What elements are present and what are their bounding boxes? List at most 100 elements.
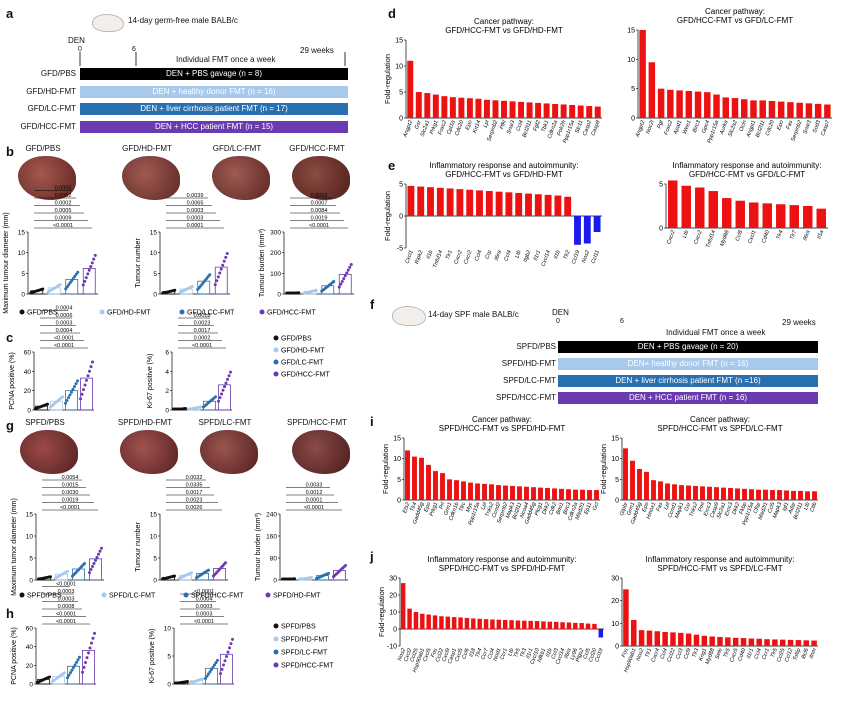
group-bar: DEN + liver cirrhosis patient FMT (n = 1…	[80, 103, 348, 115]
data-point	[208, 670, 212, 674]
y-tick-label: 5	[153, 556, 157, 563]
category-label: Fos	[621, 647, 630, 658]
data-point	[67, 396, 70, 400]
y-axis-label: Tumour number	[135, 522, 142, 572]
y-axis-label: Tumour burden (mm³)	[255, 513, 262, 581]
p-value: 0.0004	[56, 328, 73, 334]
legend-marker	[273, 662, 279, 668]
y-tick-label: 15	[26, 512, 34, 519]
category-label: Fgf2	[533, 120, 542, 132]
bar	[623, 589, 629, 646]
data-point	[210, 667, 213, 671]
category-label: Ccl3	[551, 647, 561, 660]
group-name: GFD/LC-FMT	[27, 104, 76, 113]
data-point	[75, 660, 78, 664]
p-value: 0.0004	[56, 306, 73, 312]
category-label: Dkk2	[541, 502, 551, 516]
legend-label: GFD/LCC-FMT	[187, 310, 235, 317]
category-label: Mapk1	[674, 502, 685, 520]
bar	[573, 489, 578, 500]
data-point	[314, 288, 318, 292]
chart-subtitle: SPFD/HCC-FMT vs SPFD/HD-FMT	[439, 564, 566, 573]
panel-a: 14-day germ-free male BALB/c DEN 0 6 29 …	[0, 0, 360, 140]
liver-photo	[20, 430, 78, 474]
category-label: Krt14	[472, 120, 482, 134]
p-value: 0.0012	[306, 490, 323, 496]
bar	[668, 180, 678, 228]
data-point	[65, 285, 69, 289]
group-name: SPFD/LC-FMT	[503, 376, 556, 385]
photo-label: GFD/PBS	[25, 144, 61, 153]
panel-label-d: d	[388, 6, 396, 21]
data-point	[221, 388, 225, 392]
data-point	[89, 365, 93, 369]
group-n: (n = 16)	[720, 359, 749, 368]
bar	[407, 608, 412, 629]
bar	[476, 190, 483, 216]
y-axis-label: Fold-regulation	[377, 587, 386, 637]
category-label: Cxcl1	[747, 230, 757, 245]
category-label: Ccl11	[591, 250, 601, 265]
panel-f: 14-day SPF male BALB/c DEN 0 6 29 weeks …	[370, 296, 850, 408]
p-value: 0.0023	[186, 498, 203, 504]
data-point	[73, 663, 77, 667]
category-label: Casp9	[709, 502, 720, 519]
p-value: 0.0019	[62, 498, 79, 504]
category-label: Aurka	[719, 120, 730, 136]
y-tick-label: 10	[627, 57, 635, 64]
bar	[693, 485, 698, 500]
photo-label: GFD/HD-FMT	[122, 144, 172, 153]
data-point	[217, 399, 220, 403]
data-point	[88, 369, 91, 373]
p-value: 0.0026	[186, 505, 203, 511]
bar	[796, 102, 803, 118]
category-label: Tlr2	[563, 250, 572, 261]
y-tick-label: 0	[153, 292, 157, 299]
bar	[646, 630, 653, 646]
category-label: Hmox1	[646, 502, 658, 520]
y-tick-label: 0	[29, 578, 33, 585]
category-label: Ifnm	[809, 647, 818, 659]
bar	[413, 612, 419, 629]
category-label: Bcl2l11	[512, 502, 524, 521]
data-point	[208, 273, 212, 277]
data-point	[64, 287, 68, 291]
y-axis-label: Tumour number	[135, 238, 142, 288]
chart-title: Inflammatory response and autoimmunity:	[430, 161, 579, 170]
y-axis-label: Maximum tumor diameter (mm)	[11, 498, 18, 596]
p-value: <0.0001	[56, 619, 76, 625]
p-value: 0.0006	[56, 313, 73, 319]
data-point	[327, 571, 330, 575]
y-tick-label: 30	[389, 576, 397, 583]
category-label: Tlr4	[776, 230, 785, 241]
data-point	[83, 561, 86, 565]
category-label: Il6ra	[802, 230, 811, 242]
bar	[762, 203, 772, 228]
data-point	[205, 674, 209, 678]
y-tick-label: 5	[399, 90, 403, 97]
p-value: <0.0001	[54, 343, 74, 349]
category-label: Angpt2	[402, 120, 414, 139]
y-tick-label: 240	[266, 512, 277, 519]
data-point	[93, 253, 97, 257]
bar-charts-layer: Cancer pathway:GFD/HCC-FMT vs GFD/HD-FMT…	[377, 7, 832, 673]
liver-photo	[292, 430, 350, 474]
y-tick-label: 5	[21, 271, 25, 278]
bar	[464, 617, 470, 629]
group-treatment: DEN + HCC patient FMT	[154, 121, 246, 131]
y-tick-label: 0	[659, 226, 663, 233]
bar	[772, 639, 778, 646]
category-label: Ccl12	[784, 648, 794, 663]
y-tick-label: 5	[397, 477, 401, 484]
category-label: Tbk1	[541, 120, 551, 134]
p-value: 0.0010	[311, 193, 328, 199]
group-treatment: DEN + PBS gavage	[165, 69, 239, 78]
group-treatment: DEN + liver cirrhosis patient FMT	[615, 376, 736, 385]
bar	[672, 484, 677, 500]
bar	[577, 105, 584, 118]
p-value: 0.0084	[311, 208, 328, 214]
p-value: 0.0015	[62, 483, 79, 489]
bar	[579, 623, 584, 629]
bar	[466, 189, 474, 216]
y-tick-label: 60	[24, 350, 32, 357]
